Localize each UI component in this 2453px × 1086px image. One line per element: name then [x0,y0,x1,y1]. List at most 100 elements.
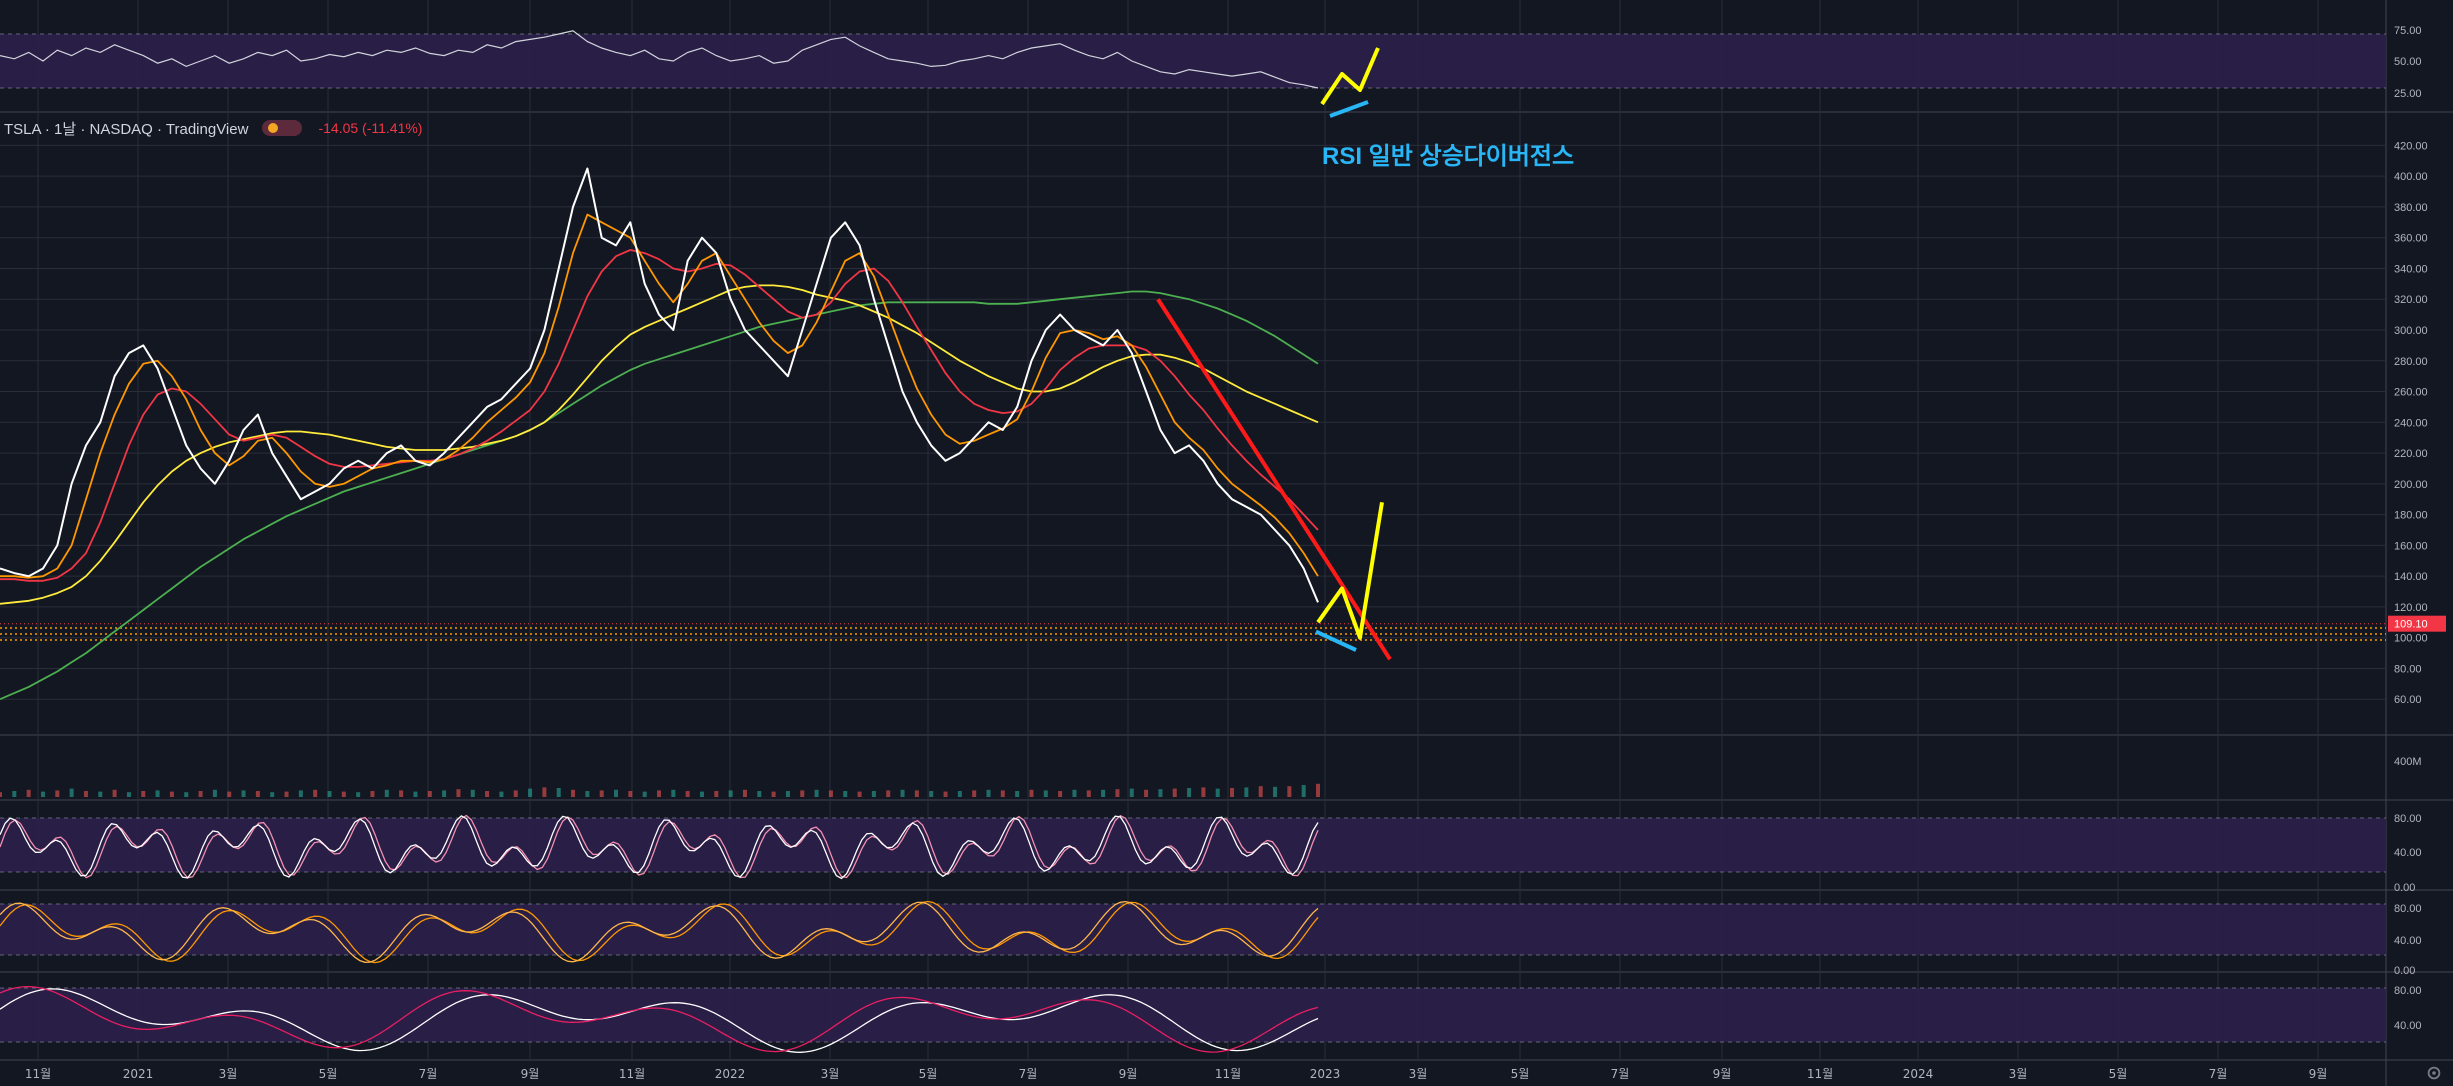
volume-bar [198,791,203,797]
price-axis: 420.00 400.00 380.00 360.00 340.00 320.00 300.… [2388,25,2446,1032]
volume-bar [1015,791,1020,797]
osc-tick-label: 0.00 [2394,965,2415,977]
volume-bar [12,791,17,797]
volume-bar [370,791,375,797]
volume-bar [972,790,977,797]
volume-bar [155,790,160,797]
volume-bar [227,791,232,797]
volume-bar [1273,786,1278,797]
volume-bar [585,791,590,797]
last-price-tag [2388,615,2446,632]
price-series-group [0,30,1320,1053]
symbol-title[interactable]: TSLA · 1날 · NASDAQ · TradingView [4,120,249,138]
volume-bar [1043,790,1048,797]
volume-bar [413,791,418,797]
time-tick-label: 2021 [123,1067,154,1081]
time-tick-label: 7월 [1019,1067,1038,1081]
projected-path-price [1316,501,1384,640]
volume-bar [542,787,547,797]
osc-tick-label: 25.00 [2394,88,2422,100]
volume-bar [642,791,647,797]
volume-bar [957,791,962,797]
volume-bar [1101,789,1106,797]
ma_yellow-line [0,284,1319,605]
price-tick-label: 220.00 [2394,448,2428,460]
volume-bar [828,790,833,797]
time-tick-label: 9월 [521,1067,540,1081]
time-tick-label: 2023 [1310,1067,1341,1081]
volume-bar [55,790,60,797]
volume-bar [1258,786,1263,797]
stoch2-k-line [0,900,1319,964]
oscillator-bands [0,33,2386,1043]
price-tick-label: 100.00 [2394,633,2428,645]
time-tick-label: 5월 [919,1067,938,1081]
price-tick-label: 180.00 [2394,510,2428,522]
price-tick-label: 260.00 [2394,387,2428,399]
volume-bar [427,791,432,797]
volume-bar [1244,787,1249,797]
price-tick-label: 160.00 [2394,540,2428,552]
volume-bar [728,790,733,797]
time-tick-label: 9월 [1119,1067,1138,1081]
price-divergence-line [1315,629,1357,652]
volume-bar [986,789,991,797]
time-tick-label: 2022 [715,1067,746,1081]
volume-bar [26,789,31,797]
volume-bar [1072,789,1077,797]
price-tick-label: 120.00 [2394,602,2428,614]
osc-tick-label: 50.00 [2394,56,2422,68]
osc-tick-label: 80.00 [2394,985,2422,997]
ma_red-line [0,249,1319,582]
volume-bar [1230,788,1235,797]
stoch2-d-line [0,900,1319,963]
volume-bar [886,790,891,797]
volume-bar [83,791,88,797]
volume-bar [657,790,661,797]
ma_orange-line [0,213,1319,579]
volume-bar [628,791,633,797]
volume-bar [1000,790,1005,797]
time-tick-label: 5월 [2109,1067,2128,1081]
user-drawings [1156,47,1392,661]
time-tick-label: 3월 [821,1067,840,1081]
volume-bar [126,792,131,797]
osc-tick-label: 80.00 [2394,813,2422,825]
volume-bar [456,789,461,797]
volume-bar [485,791,490,797]
ma_green-line [0,290,1319,701]
osc-tick-label: 40.00 [2394,847,2422,859]
volume-bar [327,791,332,797]
price-tick-label: 380.00 [2394,202,2428,214]
volume-bar [814,789,819,797]
symbol-header[interactable]: TSLA · 1날 · NASDAQ · TradingView -14.05 … [4,116,422,140]
volume-bar [141,791,146,797]
volume-bar [1316,783,1320,797]
volume-bar [212,789,217,797]
volume-bar [699,791,704,797]
volume-bar [98,791,103,797]
osc-tick-label: 40.00 [2394,935,2422,947]
time-tick-label: 7월 [419,1067,438,1081]
price-tick-label: 400.00 [2394,171,2428,183]
volume-bar [1215,788,1220,797]
volume-bar [270,792,275,797]
volume-bar [1058,791,1063,797]
s2-band [0,904,2386,955]
price-tick-label: 360.00 [2394,233,2428,245]
volume-bar [1086,790,1091,797]
time-tick-label: 3월 [219,1067,238,1081]
volume-tick-label: 400M [2394,756,2422,768]
time-tick-label: 7월 [1611,1067,1630,1081]
volume-bar [241,790,246,797]
time-tick-label: 5월 [319,1067,338,1081]
volume-bar [671,789,676,797]
osc-tick-label: 75.00 [2394,25,2422,37]
volume-bar [513,790,518,797]
price-tick-label: 280.00 [2394,356,2428,368]
market-status-icon [262,120,303,136]
s1-band [0,818,2386,872]
settings-gear-icon[interactable] [2425,1064,2443,1082]
